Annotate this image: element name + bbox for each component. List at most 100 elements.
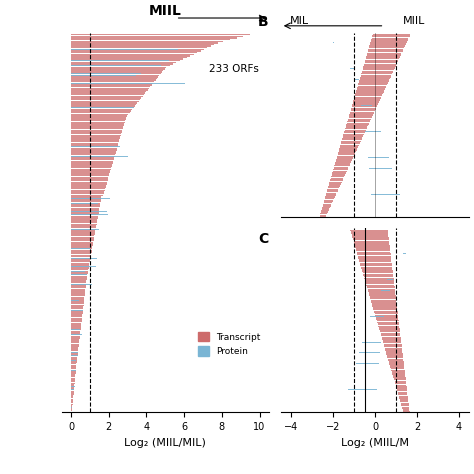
Bar [402,409,409,410]
Bar [71,102,137,103]
Bar [71,394,73,395]
Bar [397,391,407,392]
Bar [369,47,404,48]
Bar [71,290,85,292]
Bar [71,188,105,190]
Bar [71,135,121,136]
Bar [354,241,389,242]
Bar [370,45,406,46]
Bar [393,377,405,378]
Bar [71,383,74,384]
Bar [390,366,404,367]
Bar [392,374,405,375]
Bar [358,84,387,85]
Bar [330,178,343,179]
Bar [71,115,127,117]
Bar [71,283,86,285]
Bar [324,200,334,201]
Bar [352,107,377,108]
Bar [357,253,391,254]
Bar [338,151,356,152]
Bar [372,38,409,39]
Bar [71,138,120,139]
Bar [71,170,110,172]
Bar [71,289,85,290]
Bar [365,279,394,280]
Bar [71,164,112,165]
Bar [71,399,73,400]
Bar [326,194,336,195]
Bar [398,394,408,395]
Bar [71,65,161,66]
Bar [367,287,395,288]
Bar [71,68,164,70]
Bar [398,393,407,394]
Bar [71,191,104,192]
Bar [71,100,139,102]
Bar [71,196,101,198]
Bar [340,146,358,147]
Bar [365,60,398,61]
Bar [346,125,368,126]
Bar [379,327,400,328]
Bar [351,231,388,232]
Bar [71,193,104,194]
Bar [377,321,399,322]
Bar [71,409,72,410]
Bar [71,34,250,36]
Bar [339,148,357,149]
Bar [361,266,392,267]
Bar [380,331,400,332]
Bar [71,186,106,188]
Bar [372,303,397,304]
Bar [71,54,194,55]
Bar [352,234,388,235]
Bar [363,274,393,275]
Bar [71,109,132,110]
Bar [71,162,113,164]
Bar [352,105,377,106]
Bar [71,219,97,220]
Bar [345,131,365,132]
Bar [332,174,345,175]
Bar [386,353,402,354]
Bar [71,143,118,144]
Bar [359,81,389,82]
Bar [71,113,128,115]
Bar [71,139,119,141]
Bar [71,374,75,376]
Bar [346,126,368,127]
Bar [347,120,370,121]
Bar [71,319,82,321]
Bar [356,250,390,251]
Bar [71,73,161,74]
Bar [367,286,394,287]
Bar [374,309,397,310]
Bar [71,258,91,259]
Bar [368,52,402,53]
Bar [358,257,391,258]
Bar [322,206,330,207]
Bar [71,395,73,397]
Bar [71,225,96,227]
Bar [330,179,343,180]
Bar [330,181,342,182]
Bar [71,271,85,272]
Bar [383,343,401,344]
Bar [357,86,386,87]
Bar [71,405,73,407]
Bar [357,252,391,253]
Bar [343,137,363,138]
Bar [320,215,326,216]
Bar [357,254,391,255]
Bar [356,91,384,92]
Bar [399,396,408,397]
Bar [71,306,83,308]
Bar [355,245,390,246]
Bar [331,175,345,176]
Bar [71,230,95,232]
Bar [389,361,403,362]
Bar [337,157,353,158]
Bar [71,73,141,74]
Bar [396,386,407,387]
